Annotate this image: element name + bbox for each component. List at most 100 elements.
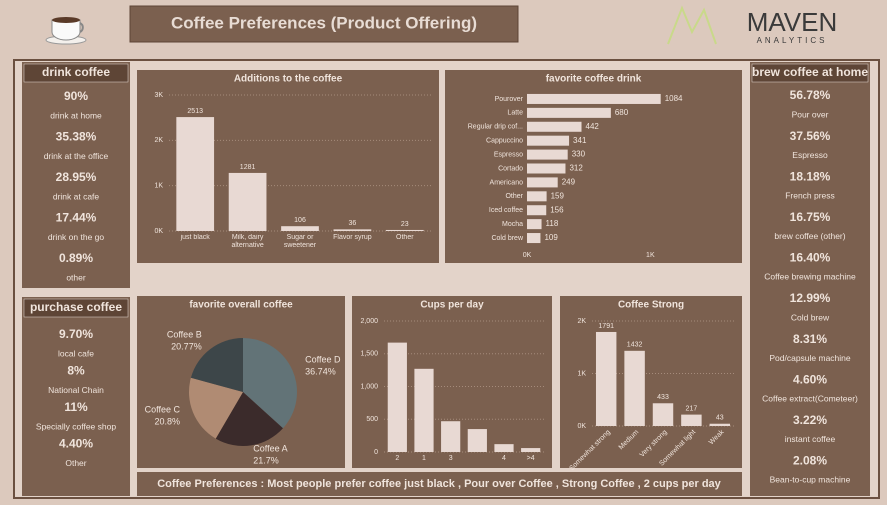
kpi-value: 17.44%	[56, 211, 97, 225]
y-tick-label: Regular drip cof...	[468, 124, 523, 131]
kpi-label: National Chain	[48, 385, 104, 395]
chart-title: Coffee Strong	[618, 300, 684, 311]
x-tick-slot: Milk, dairy alternative	[231, 234, 264, 250]
kpi-label: drink at home	[50, 110, 102, 120]
data-label: 36	[349, 220, 357, 227]
bar	[527, 93, 661, 104]
bar	[527, 135, 570, 146]
kpi-label: drink at cafe	[53, 191, 100, 201]
x-tick-slot: Other	[396, 234, 414, 241]
kpi-label: Coffee brewing machine	[764, 272, 856, 282]
bar	[527, 177, 558, 188]
bar	[414, 368, 434, 452]
x-tick-label: Milk, dairy alternative	[231, 234, 264, 250]
x-tick-slot: 1	[422, 455, 426, 462]
bar	[333, 229, 372, 231]
panel-title: purchase coffee	[30, 300, 122, 314]
y-tick-label: Latte	[507, 110, 523, 117]
kpi-label: Cold brew	[791, 312, 830, 322]
kpi-value: 3.22%	[793, 413, 827, 427]
footer-text: Coffee Preferences : Most people prefer …	[157, 478, 721, 490]
bar	[521, 448, 541, 452]
x-tick-label: 2	[395, 455, 400, 462]
slice-name: Coffee C	[145, 405, 181, 415]
bar	[624, 350, 645, 426]
bar	[441, 421, 461, 452]
data-label: 23	[401, 221, 409, 228]
y-tick-label: Other	[505, 193, 523, 200]
data-label: 217	[686, 405, 698, 412]
data-label: 1432	[627, 342, 643, 349]
panel-title: drink coffee	[42, 65, 110, 79]
x-tick-slot: 2	[395, 455, 400, 462]
logo-mark	[667, 5, 717, 45]
panel	[750, 62, 870, 496]
x-tick-slot: 4	[502, 455, 506, 462]
data-label: 249	[562, 178, 576, 187]
panel-title: brew coffee at home	[752, 65, 868, 79]
y-tick-label: Pourover	[495, 96, 524, 103]
bar	[527, 233, 541, 244]
logo-sub: ANALYTICS	[757, 36, 828, 45]
y-tick-label: 0K	[154, 228, 163, 235]
kpi-label: Pour over	[792, 109, 829, 119]
x-tick-label: just black	[180, 234, 210, 241]
kpi-label: Bean-to-cup machine	[770, 475, 851, 485]
data-label: 106	[294, 217, 306, 224]
data-label: 330	[572, 150, 586, 159]
kpi-value: 16.75%	[790, 210, 831, 224]
kpi-label: Specially coffee shop	[36, 421, 116, 431]
bar	[527, 205, 547, 216]
x-tick-label: Other	[396, 234, 414, 241]
kpi-value: 56.78%	[790, 88, 831, 102]
data-label: 341	[573, 136, 587, 145]
slice-label: 20.77%	[171, 342, 202, 352]
kpi-value: 28.95%	[56, 170, 97, 184]
chart-title: favorite coffee drink	[546, 74, 642, 85]
bar	[652, 403, 674, 426]
x-tick-label: 3	[448, 455, 453, 462]
bar	[709, 423, 731, 426]
data-label: 680	[615, 108, 629, 117]
slice-name: Coffee D	[305, 354, 341, 364]
slice-label: 36.74%	[305, 366, 336, 376]
kpi-value: 4.60%	[793, 372, 827, 386]
data-label: 312	[569, 164, 583, 173]
y-tick-label: 500	[366, 416, 378, 423]
bar	[527, 121, 582, 132]
bar	[385, 229, 424, 231]
data-label: 109	[544, 233, 558, 242]
data-label: 156	[550, 205, 564, 214]
x-tick-label: 0K	[523, 252, 532, 259]
y-tick-label: 1,500	[360, 351, 378, 358]
chart-title: Cups per day	[420, 300, 484, 311]
chart-title: Additions to the coffee	[234, 74, 343, 85]
x-tick-label: 1K	[646, 252, 655, 259]
kpi-value: 12.99%	[790, 291, 831, 305]
kpi-value: 2.08%	[793, 454, 827, 468]
x-tick-label: >4	[526, 455, 535, 462]
kpi-label: Coffee extract(Cometeer)	[762, 393, 858, 403]
slice-label: 21.7%	[253, 456, 279, 466]
kpi-label: drink at the office	[44, 151, 109, 161]
x-tick-label: Sugar or sweetener	[283, 234, 317, 250]
kpi-value: 8%	[67, 364, 85, 378]
cup-icon	[45, 17, 87, 45]
kpi-value: 9.70%	[59, 327, 93, 341]
y-tick-label: Espresso	[494, 151, 523, 158]
data-label: 118	[546, 219, 559, 228]
panel-header	[23, 63, 129, 83]
y-tick-label: 2,000	[360, 318, 378, 325]
y-tick-label: Americano	[490, 179, 524, 186]
slice-name: Coffee B	[167, 330, 202, 340]
chart-panel	[560, 296, 742, 468]
kpi-value: 11%	[64, 400, 88, 414]
bar	[527, 219, 542, 230]
bar	[228, 172, 267, 231]
y-tick-label: 1K	[577, 370, 586, 377]
y-tick-label: 3K	[154, 92, 163, 99]
kpi-label: Pod/capsule machine	[769, 353, 851, 363]
pie-slice	[243, 338, 297, 429]
